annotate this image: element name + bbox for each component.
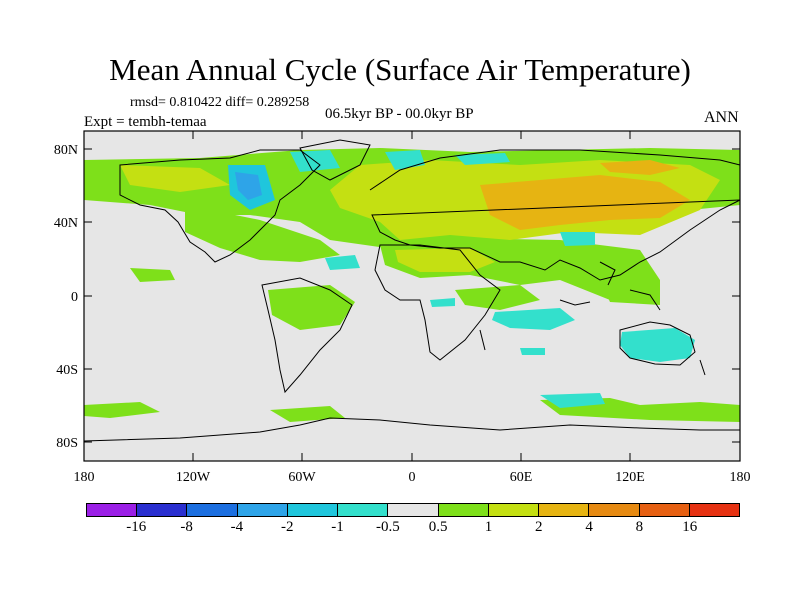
lat-label: 0	[71, 290, 78, 305]
samerica-warm-region	[268, 285, 355, 330]
namerica-warm-band	[185, 205, 340, 262]
legend-swatch	[87, 504, 138, 516]
lat-label: 80S	[56, 436, 78, 451]
legend-swatch	[237, 504, 288, 516]
legend-label: 0.5	[428, 519, 448, 535]
legend-swatch	[539, 504, 590, 516]
atlantic-cooling	[325, 255, 455, 307]
legend-label: 8	[635, 519, 644, 535]
seasia-warm-region	[600, 280, 660, 305]
lon-label: 120E	[615, 470, 645, 485]
australia-coast	[619, 321, 696, 366]
africa-coast	[374, 244, 501, 361]
legend-swatch	[689, 504, 740, 516]
legend-swatch	[639, 504, 690, 516]
legend-swatch	[187, 504, 238, 516]
legend-label: 1	[484, 519, 493, 535]
siberia-strong-warming	[600, 160, 680, 175]
stats-label: rmsd= 0.810422 diff= 0.289258	[130, 95, 310, 110]
australia-cooling	[620, 328, 695, 362]
lat-label: 40N	[54, 216, 78, 231]
lat-labels: 80N 40N 0 40S 80S	[54, 143, 78, 451]
legend-swatch	[488, 504, 540, 516]
lon-label: 0	[409, 470, 416, 485]
axis-ticks	[83, 131, 741, 461]
experiment-label: Expt = tembh-temaa	[84, 114, 207, 130]
legend-swatch	[438, 504, 489, 516]
lon-label: 120W	[176, 470, 211, 485]
lat-label: 80N	[54, 143, 78, 158]
legend-swatch	[338, 504, 389, 516]
legend-swatch	[589, 504, 640, 516]
legend-label: -0.5	[375, 519, 400, 535]
lon-label: 180	[730, 470, 751, 485]
legend-label: 4	[585, 519, 593, 535]
north-atlantic-cooling	[290, 150, 595, 246]
anomaly-fields	[84, 148, 740, 422]
lon-label: 60W	[288, 470, 316, 485]
southern-indian-cooling	[520, 348, 605, 408]
legend-label: -16	[126, 519, 147, 535]
islands-coast	[479, 261, 706, 376]
lon-label: 180	[74, 470, 95, 485]
color-legend	[86, 503, 740, 517]
arctic-canada-moderate-warming	[120, 165, 230, 192]
legend-label: -4	[230, 519, 244, 535]
lon-labels: 180 120W 60W 0 60E 120E 180	[74, 470, 751, 485]
season-label: ANN	[704, 109, 739, 126]
midpacific-warm-patch	[130, 268, 175, 282]
legend-swatch	[388, 504, 439, 516]
legend-label: 16	[682, 519, 698, 535]
lon-label: 60E	[510, 470, 533, 485]
eurasia-coast	[369, 149, 741, 281]
greenland-coast	[299, 139, 371, 181]
legend-swatch	[287, 504, 339, 516]
eurasia-strong-warming	[480, 175, 690, 230]
coastlines	[83, 139, 741, 442]
arabia-moderate-warming	[395, 248, 495, 272]
legend-label: -2	[280, 519, 294, 535]
antarctica-coast	[83, 417, 740, 442]
southern-tropics-cooling	[492, 308, 575, 330]
legend-label: -8	[180, 519, 193, 535]
period-label: 06.5kyr BP - 00.0kyr BP	[325, 106, 474, 122]
south-america-coast	[261, 277, 353, 394]
lat-label: 40S	[56, 363, 78, 378]
africa-warm-region	[455, 285, 540, 310]
legend-swatch	[137, 504, 188, 516]
plot-title: Mean Annual Cycle (Surface Air Temperatu…	[109, 52, 691, 87]
hudson-bay-strong-cooling	[235, 172, 262, 200]
legend-label: 2	[535, 519, 543, 535]
legend-label: -1	[331, 519, 344, 535]
north-america-coast	[119, 149, 321, 263]
